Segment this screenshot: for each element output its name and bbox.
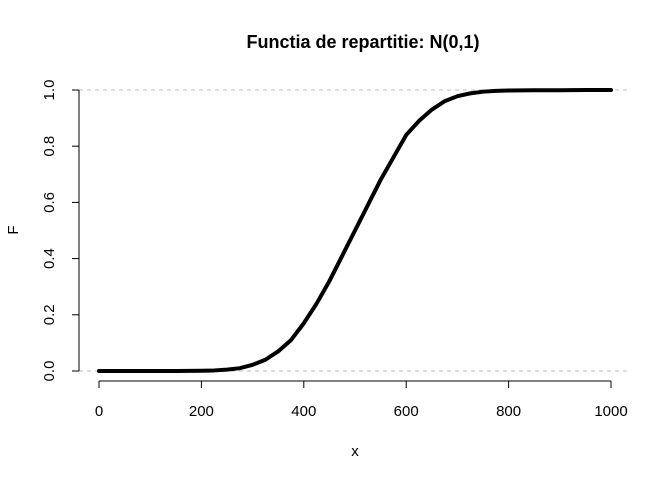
x-tick-label-2: 400 bbox=[291, 403, 316, 420]
chart-title: Functia de repartitie: N(0,1) bbox=[246, 32, 479, 52]
y-tick-label-1: 0.2 bbox=[41, 304, 58, 325]
y-tick-label-2: 0.4 bbox=[41, 248, 58, 269]
y-tick-label-3: 0.6 bbox=[41, 192, 58, 213]
cdf-series-line bbox=[97, 88, 613, 373]
x-tick-label-5: 1000 bbox=[594, 403, 627, 420]
y-tick-label-5: 1.0 bbox=[41, 80, 58, 101]
x-tick-label-1: 200 bbox=[189, 403, 214, 420]
y-tick-label-4: 0.8 bbox=[41, 136, 58, 157]
y-axis-label: F bbox=[5, 225, 22, 234]
x-tick-label-4: 800 bbox=[496, 403, 521, 420]
y-tick-label-0: 0.0 bbox=[41, 361, 58, 382]
x-tick-label-0: 0 bbox=[95, 403, 103, 420]
plot-area: 0 200 400 600 800 1000 0.0 0.2 0.4 0.6 0.8 1.0 bbox=[41, 80, 631, 420]
x-tick-label-3: 600 bbox=[394, 403, 419, 420]
x-axis-label: x bbox=[351, 443, 359, 460]
